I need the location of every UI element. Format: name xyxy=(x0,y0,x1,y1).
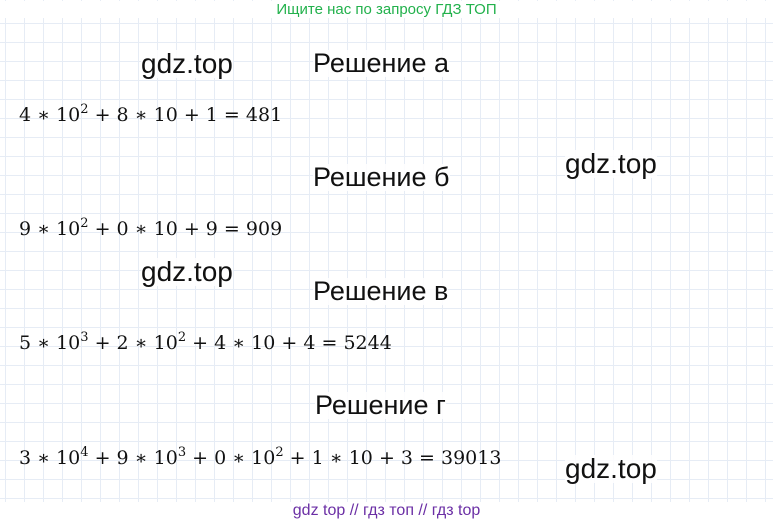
equation-term: + 2 ∗ 10 xyxy=(88,332,178,354)
equation-exponent: 2 xyxy=(275,445,284,460)
equation-term: 9 ∗ 10 xyxy=(19,218,81,240)
solution-heading-b: Решение б xyxy=(313,162,450,192)
solution-equation-b: 9 ∗ 102 + 0 ∗ 10 + 9 = 909 xyxy=(19,217,283,240)
top-banner: Ищите нас по запросу ГДЗ ТОП xyxy=(0,1,773,18)
equation-term: 4 ∗ 10 xyxy=(19,104,81,126)
equation-term: + 1 ∗ 10 + 3 = 39013 xyxy=(283,447,502,469)
watermark: gdz.top xyxy=(565,453,657,484)
equation-exponent: 3 xyxy=(177,445,187,460)
equation-exponent: 2 xyxy=(80,102,89,117)
equation-term: + 0 ∗ 10 + 9 = 909 xyxy=(88,218,283,240)
equation-exponent: 3 xyxy=(80,330,89,345)
watermark: gdz.top xyxy=(141,48,233,79)
watermark: gdz.top xyxy=(141,256,233,287)
equation-term: + 0 ∗ 10 xyxy=(186,447,276,469)
watermark: gdz.top xyxy=(565,148,657,179)
solution-equation-v: 5 ∗ 103 + 2 ∗ 102 + 4 ∗ 10 + 4 = 5244 xyxy=(19,331,392,354)
bottom-banner: gdz top // гдз топ // гдз top xyxy=(0,502,773,527)
equation-exponent: 2 xyxy=(80,216,89,231)
solution-heading-v: Решение в xyxy=(313,276,449,306)
equation-exponent: 2 xyxy=(177,330,187,345)
solution-heading-a: Решение а xyxy=(313,48,450,78)
solution-equation-a: 4 ∗ 102 + 8 ∗ 10 + 1 = 481 xyxy=(19,103,283,126)
equation-term: 5 ∗ 10 xyxy=(19,332,81,354)
solution-heading-g: Решение г xyxy=(315,390,446,420)
equation-term: + 9 ∗ 10 xyxy=(88,447,178,469)
solution-equation-g: 3 ∗ 104 + 9 ∗ 103 + 0 ∗ 102 + 1 ∗ 10 + 3… xyxy=(19,446,502,469)
equation-term: + 4 ∗ 10 + 4 = 5244 xyxy=(186,332,392,354)
equation-term: 3 ∗ 10 xyxy=(19,447,81,469)
equation-term: + 8 ∗ 10 + 1 = 481 xyxy=(88,104,283,126)
equation-exponent: 4 xyxy=(80,445,89,460)
